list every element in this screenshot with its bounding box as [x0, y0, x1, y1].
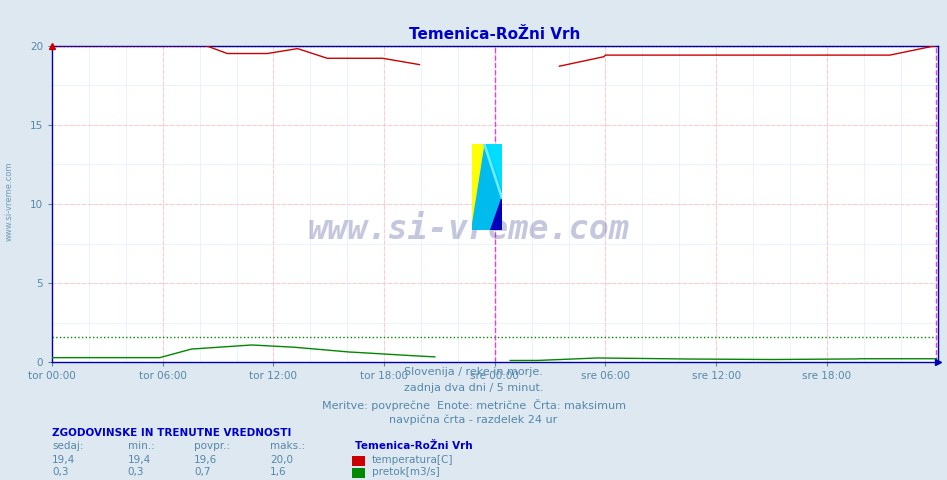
Text: zadnja dva dni / 5 minut.: zadnja dva dni / 5 minut. — [403, 383, 544, 393]
Title: Temenica-RoŽni Vrh: Temenica-RoŽni Vrh — [409, 27, 581, 42]
Text: 0,3: 0,3 — [52, 467, 68, 477]
Text: sedaj:: sedaj: — [52, 441, 83, 451]
Text: maks.:: maks.: — [270, 441, 305, 451]
Text: 19,4: 19,4 — [52, 455, 76, 465]
Text: 1,6: 1,6 — [270, 467, 287, 477]
Text: 0,3: 0,3 — [128, 467, 144, 477]
Text: temperatura[C]: temperatura[C] — [372, 455, 454, 465]
Text: www.si-vreme.com: www.si-vreme.com — [5, 162, 14, 241]
Text: 19,4: 19,4 — [128, 455, 152, 465]
Text: pretok[m3/s]: pretok[m3/s] — [372, 467, 440, 477]
Text: Meritve: povprečne  Enote: metrične  Črta: maksimum: Meritve: povprečne Enote: metrične Črta:… — [321, 399, 626, 411]
Text: ZGODOVINSKE IN TRENUTNE VREDNOSTI: ZGODOVINSKE IN TRENUTNE VREDNOSTI — [52, 428, 292, 438]
Text: Slovenija / reke in morje.: Slovenija / reke in morje. — [404, 367, 543, 377]
Text: 20,0: 20,0 — [270, 455, 293, 465]
Polygon shape — [472, 144, 485, 230]
Polygon shape — [472, 144, 502, 230]
Text: navpična črta - razdelek 24 ur: navpična črta - razdelek 24 ur — [389, 415, 558, 425]
Text: povpr.:: povpr.: — [194, 441, 230, 451]
Text: www.si-vreme.com: www.si-vreme.com — [307, 213, 629, 246]
Text: 19,6: 19,6 — [194, 455, 218, 465]
Polygon shape — [485, 144, 502, 192]
Text: min.:: min.: — [128, 441, 154, 451]
Text: Temenica-RoŽni Vrh: Temenica-RoŽni Vrh — [355, 441, 473, 451]
Polygon shape — [490, 196, 502, 230]
Text: 0,7: 0,7 — [194, 467, 210, 477]
